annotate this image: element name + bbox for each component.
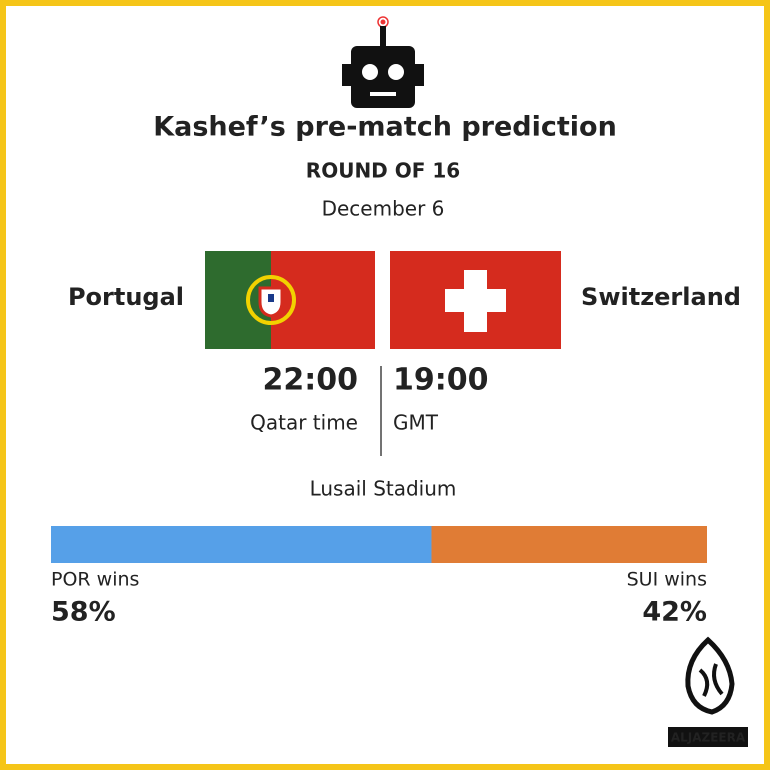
bar-segment [51,526,432,563]
home-value: 58% [51,597,116,628]
venue: Lusail Stadium [310,477,457,501]
gmt-time: 19:00 [393,363,489,398]
local-time: 22:00 [263,363,359,398]
home-label: POR wins [51,569,139,591]
portugal-flag [205,251,375,349]
home-team: Portugal [68,283,184,311]
bar-segment [431,526,707,563]
away-team: Switzerland [581,283,741,311]
robot-icon [342,16,424,108]
local-zone: Qatar time [250,411,358,435]
away-value: 42% [642,597,707,628]
title: Kashef’s pre-match prediction [153,112,617,143]
date: December 6 [322,197,445,221]
logo: ALJAZEERA [668,636,748,747]
logo-text: ALJAZEERA [671,731,746,745]
prediction-bar [51,526,707,563]
gmt-zone: GMT [393,411,439,435]
switzerland-flag [390,251,561,349]
round: ROUND OF 16 [306,159,460,183]
away-label: SUI wins [627,569,707,591]
